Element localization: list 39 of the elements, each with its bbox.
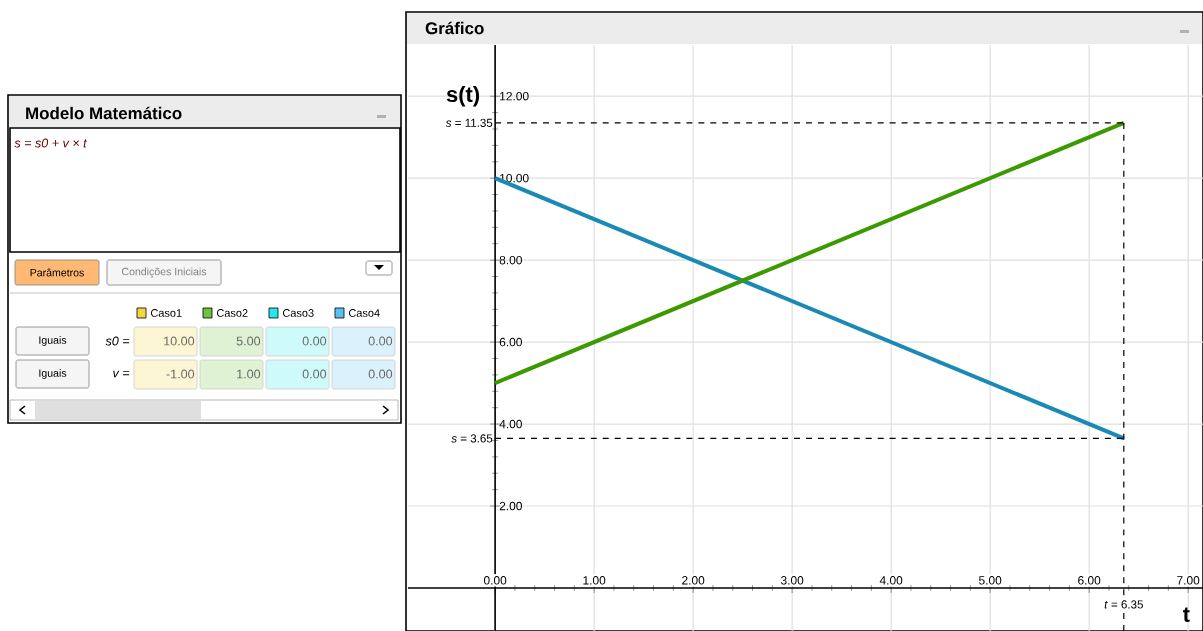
text: 0.00 (302, 336, 327, 346)
text: v = (113, 370, 130, 378)
x-tick-label: 7.00 (1177, 576, 1200, 585)
ref-line-label: s = 3.65 (451, 434, 493, 443)
y-tick-label: 2.00 (499, 501, 522, 511)
x-tick-label: 3.00 (780, 576, 804, 585)
text: 0.00 (368, 336, 393, 346)
text: 10.00 (164, 336, 195, 346)
x-axis-title: t (1182, 607, 1190, 622)
text: -1.00 (166, 369, 195, 379)
ref-line-label: t = 6.35 (1104, 600, 1143, 609)
text: s = s0 + v × t (14, 138, 88, 148)
text: Condições Iniciais (121, 267, 207, 278)
text: Caso2 (216, 309, 248, 317)
x-tick-label: 1.00 (583, 576, 606, 585)
text: Caso1 (150, 309, 182, 317)
text: Iguais (39, 336, 67, 346)
text: s0 = (105, 336, 130, 346)
x-tick-label: 0.00 (483, 576, 507, 585)
text: 0.00 (368, 369, 393, 379)
text: 5.00 (236, 336, 261, 346)
x-tick-label: 5.00 (978, 576, 1002, 585)
text: Caso3 (282, 309, 314, 317)
ref-line-label: s = 11.35 (445, 118, 493, 127)
chart-title: Gráfico (425, 21, 484, 35)
x-tick-label: 6.00 (1078, 576, 1101, 585)
text: 1.00 (237, 369, 261, 379)
y-tick-label: 6.00 (499, 337, 522, 347)
x-tick-label: 4.00 (879, 576, 903, 585)
text: Modelo Matemático (26, 106, 182, 120)
y-tick-label: 12.00 (500, 91, 529, 101)
y-axis-title: s(t) (446, 86, 480, 107)
text: Iguais (39, 369, 67, 379)
text: Parâmetros (30, 268, 84, 277)
y-tick-label: 8.00 (499, 255, 522, 265)
y-tick-label: 4.00 (499, 419, 522, 429)
text: Caso4 (348, 309, 380, 317)
x-tick-label: 2.00 (682, 576, 705, 585)
text: 0.00 (302, 369, 327, 379)
